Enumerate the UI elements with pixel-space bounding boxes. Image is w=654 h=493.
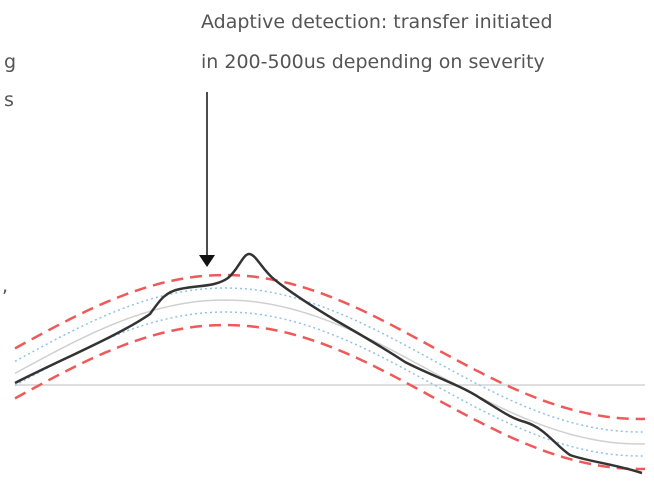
inner-band <box>14 311 646 457</box>
annotation-line: in 200-500us depending on severity <box>201 51 545 73</box>
arrow-head <box>199 255 215 267</box>
reference-curve <box>14 299 646 445</box>
curves <box>14 273 646 471</box>
cut-text: , <box>2 275 8 297</box>
signal-line <box>14 252 643 475</box>
cut-text: s <box>4 89 14 111</box>
cut-text: g <box>4 51 16 73</box>
inner-band <box>14 287 646 433</box>
outer-band <box>14 323 646 471</box>
annotation-line: Adaptive detection: transfer initiated <box>201 11 553 33</box>
outer-band <box>14 273 646 421</box>
